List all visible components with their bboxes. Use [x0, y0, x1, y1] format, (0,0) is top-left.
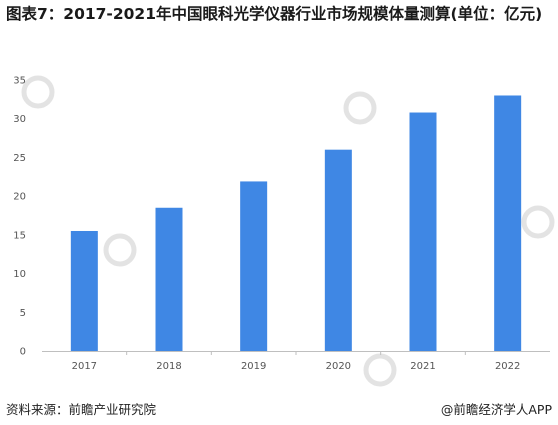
y-tick-label: 5 [20, 308, 26, 319]
y-tick-label: 10 [13, 269, 26, 280]
y-tick-label: 25 [13, 153, 26, 164]
watermark-group [21, 75, 555, 387]
bar-2021 [409, 112, 437, 352]
bar-2019 [240, 181, 268, 351]
bar-2017 [70, 230, 98, 351]
y-tick-label: 15 [13, 230, 26, 241]
y-tick-label: 0 [20, 347, 26, 358]
x-tick-label: 2019 [241, 361, 266, 372]
y-tick-label: 20 [13, 192, 26, 203]
bar-2022 [494, 95, 522, 351]
bar-2020 [324, 149, 352, 351]
bar-2018 [155, 207, 183, 351]
y-tick-label: 30 [13, 114, 26, 125]
x-tick-label: 2021 [410, 361, 435, 372]
x-tick-label: 2022 [495, 361, 520, 372]
bars-group [70, 95, 522, 352]
watermark-logo-icon [343, 91, 377, 125]
watermark-logo-icon [363, 353, 397, 387]
watermark-logo-icon [103, 233, 137, 267]
x-tick-label: 2020 [326, 361, 351, 372]
chart-title: 图表7：2017-2021年中国眼科光学仪器行业市场规模体量测算(单位：亿元) [6, 5, 543, 23]
y-tick-label: 35 [13, 76, 26, 87]
y-axis: 0 5 10 15 20 25 30 35 [13, 76, 26, 358]
watermark-logo-icon [21, 75, 55, 109]
x-tick-label: 2018 [156, 361, 181, 372]
x-tick-label: 2017 [72, 361, 97, 372]
source-note: 资料来源：前瞻产业研究院 [6, 402, 157, 417]
brand-note: @前瞻经济学人APP [440, 402, 552, 417]
watermark-logo-icon [521, 205, 555, 239]
x-axis: 2017 2018 2019 2020 2021 2022 [42, 351, 550, 372]
